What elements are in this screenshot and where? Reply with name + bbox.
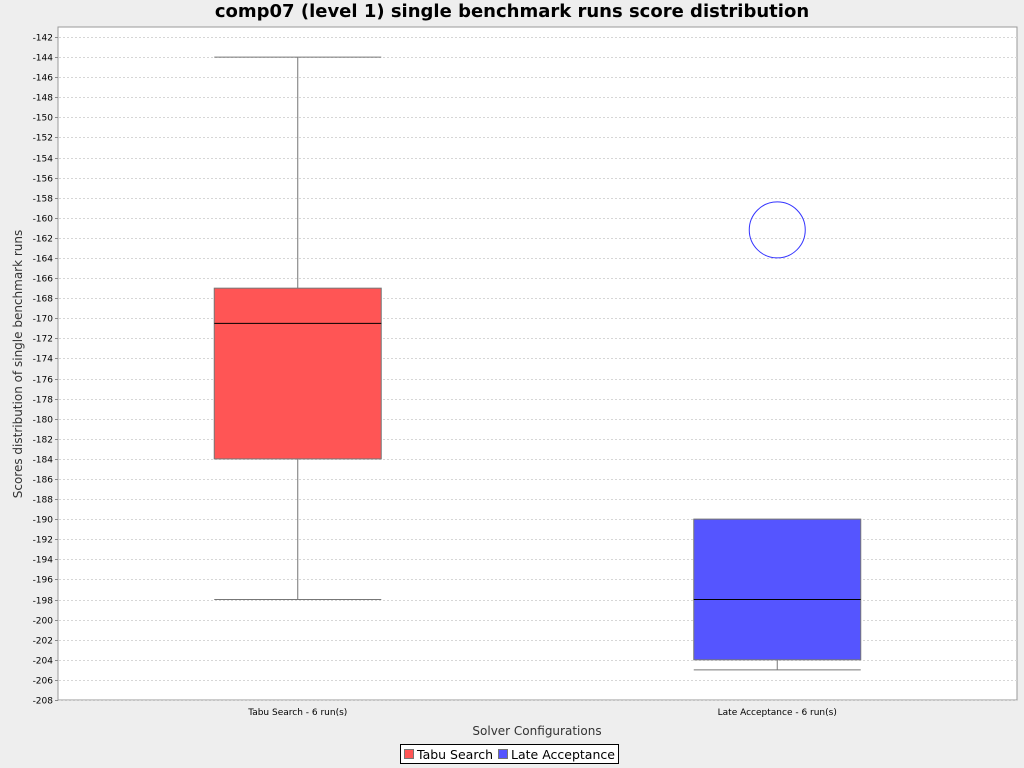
y-tick-label: -182 bbox=[33, 436, 53, 446]
y-tick-label: -186 bbox=[33, 476, 54, 486]
legend-item-tabu-search: Tabu Search bbox=[404, 747, 493, 762]
y-tick-label: -200 bbox=[33, 617, 54, 627]
y-tick-label: -158 bbox=[33, 195, 54, 205]
box-tabu-search bbox=[213, 287, 382, 460]
y-tick-label: -172 bbox=[33, 335, 53, 345]
y-tick-label: -168 bbox=[33, 295, 54, 305]
y-tick-label: -190 bbox=[33, 516, 54, 526]
y-tick-label: -202 bbox=[33, 637, 53, 647]
y-tick-label: -154 bbox=[33, 155, 54, 165]
legend-swatch-late-acceptance bbox=[498, 749, 509, 759]
y-tick-label: -178 bbox=[33, 396, 54, 406]
y-tick-label: -150 bbox=[33, 114, 54, 124]
y-axis-title: Scores distribution of single benchmark … bbox=[11, 230, 25, 499]
y-tick-label: -204 bbox=[33, 657, 54, 667]
y-tick-label: -152 bbox=[33, 134, 53, 144]
y-tick-label: -196 bbox=[33, 576, 54, 586]
legend-label-tabu-search: Tabu Search bbox=[417, 746, 494, 762]
outlier-point-late-acceptance bbox=[748, 201, 806, 259]
y-axis-ticks: -142 -144 -146 -148 -150 -152 -154 -156 -158 -160… bbox=[33, 34, 58, 707]
legend: Tabu Search Late Acceptance bbox=[400, 744, 619, 764]
y-tick-label: -148 bbox=[33, 94, 54, 104]
y-tick-label: -208 bbox=[33, 697, 54, 707]
y-tick-label: -146 bbox=[33, 74, 54, 84]
x-category-label-tabu-search: Tabu Search - 6 run(s) bbox=[247, 708, 347, 718]
y-tick-label: -180 bbox=[33, 416, 54, 426]
plot-area bbox=[57, 26, 1018, 701]
y-tick-label: -198 bbox=[33, 597, 54, 607]
y-tick-label: -174 bbox=[33, 355, 54, 365]
y-tick-label: -144 bbox=[33, 54, 54, 64]
legend-swatch-tabu-search bbox=[404, 749, 414, 759]
y-tick-label: -192 bbox=[33, 536, 53, 546]
y-tick-label: -170 bbox=[33, 315, 54, 325]
box-plots bbox=[213, 56, 862, 671]
y-tick-label: -188 bbox=[33, 496, 54, 506]
legend-label-late-acceptance: Late Acceptance bbox=[511, 746, 615, 762]
y-tick-label: -206 bbox=[33, 677, 54, 687]
y-tick-label: -164 bbox=[33, 255, 54, 265]
x-category-label-late-acceptance: Late Acceptance - 6 run(s) bbox=[718, 708, 837, 718]
box-late-acceptance bbox=[693, 518, 862, 661]
x-axis-title: Solver Configurations bbox=[472, 724, 601, 738]
y-tick-label: -166 bbox=[33, 275, 54, 285]
y-tick-label: -176 bbox=[33, 376, 54, 386]
legend-item-late-acceptance: Late Acceptance bbox=[498, 747, 615, 762]
y-tick-label: -184 bbox=[33, 456, 54, 466]
y-tick-label: -194 bbox=[33, 556, 54, 566]
x-axis-labels: Tabu Search - 6 run(s) Late Acceptance - … bbox=[247, 708, 837, 718]
y-tick-label: -162 bbox=[33, 235, 53, 245]
y-tick-label: -156 bbox=[33, 175, 54, 185]
y-tick-label: -160 bbox=[33, 215, 54, 225]
chart-title: comp07 (level 1) single benchmark runs s… bbox=[214, 1, 810, 22]
y-tick-label: -142 bbox=[33, 34, 53, 44]
